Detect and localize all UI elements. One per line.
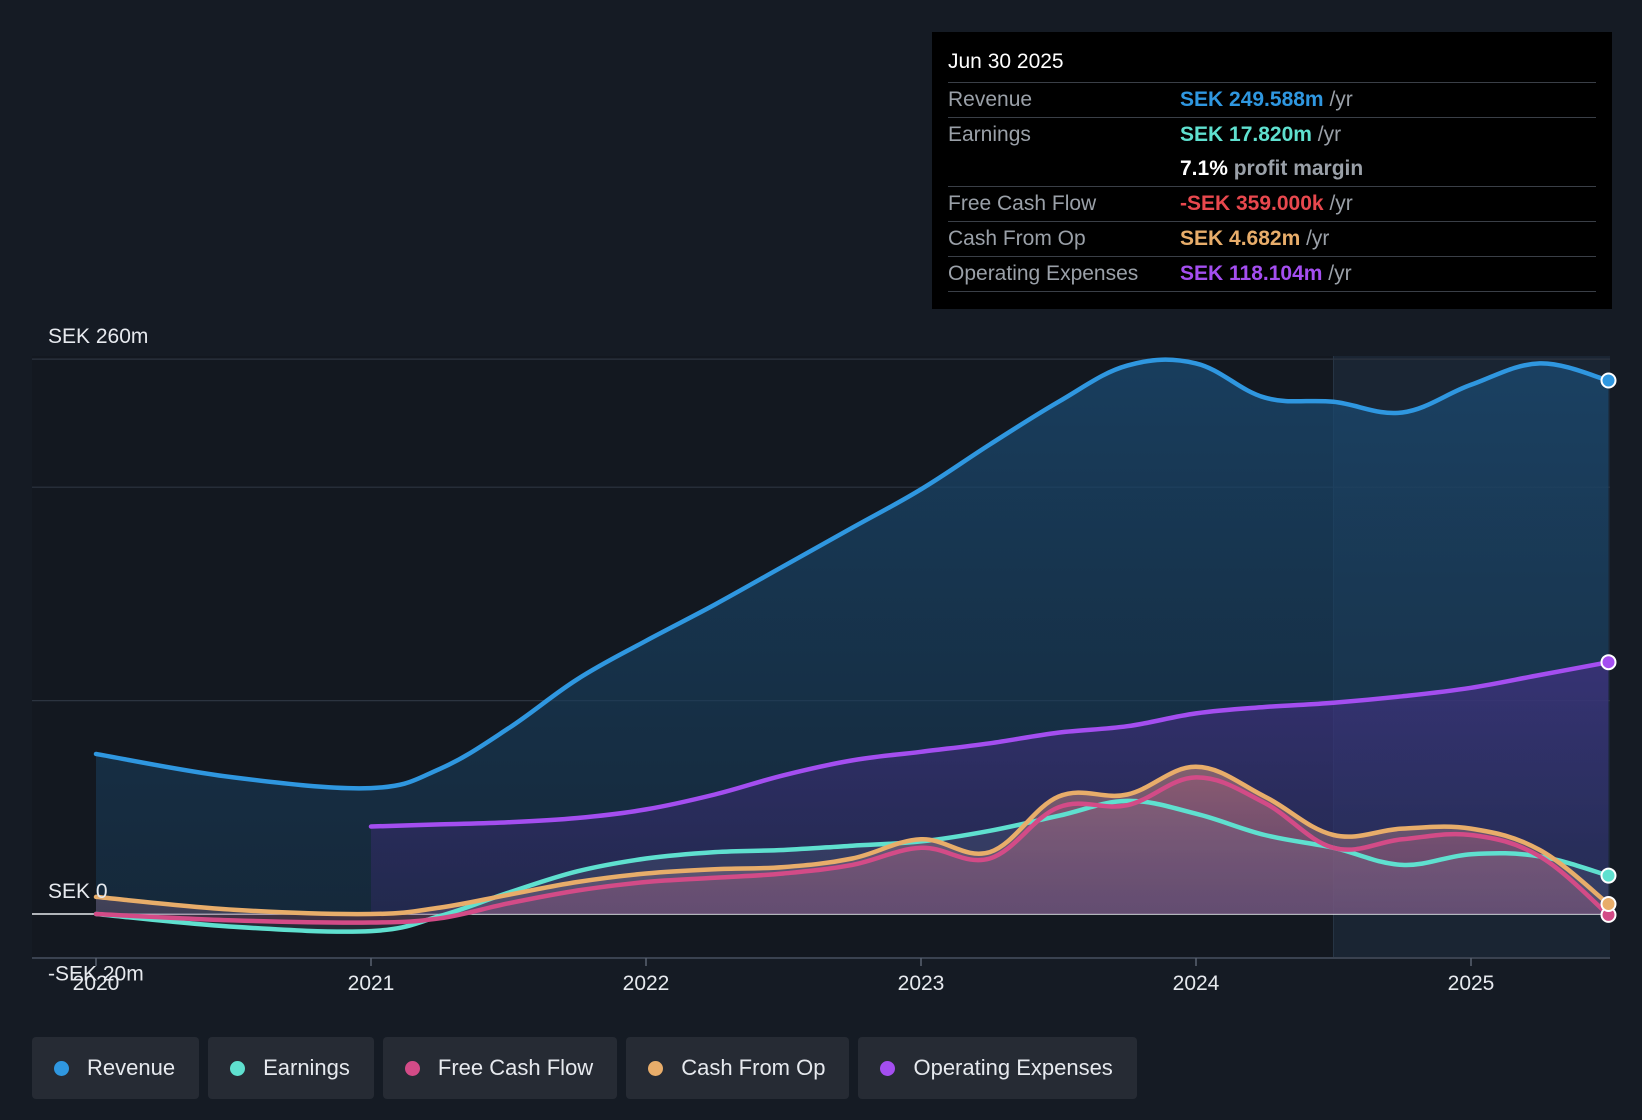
legend-item-earnings[interactable]: Earnings bbox=[208, 1037, 374, 1099]
tooltip-value: -SEK 359.000k bbox=[1180, 192, 1324, 215]
tooltip-value-line: SEK 17.820m /yr bbox=[1180, 118, 1363, 152]
tooltip-unit: /yr bbox=[1329, 192, 1353, 215]
tooltip-unit: /yr bbox=[1317, 123, 1342, 146]
end-marker-operating-expenses bbox=[1600, 654, 1617, 671]
tooltip-row-cash-from-op: Cash From Op SEK 4.682m /yr bbox=[948, 222, 1596, 257]
legend-label: Free Cash Flow bbox=[437, 1055, 594, 1080]
tooltip-label: Operating Expenses bbox=[948, 262, 1139, 285]
tooltip-value: SEK 249.588m bbox=[1180, 88, 1324, 111]
legend-label: Cash From Op bbox=[681, 1055, 826, 1080]
tooltip-row-earnings: Earnings SEK 17.820m /yr 7.1% profit mar… bbox=[948, 118, 1596, 187]
tooltip-value-wrap: SEK 118.104m /yr bbox=[1180, 262, 1352, 286]
area-cash-from-op bbox=[96, 766, 1609, 915]
legend-item-operating-expenses[interactable]: Operating Expenses bbox=[858, 1037, 1137, 1099]
profit-margin-value: 7.1% bbox=[1180, 157, 1228, 180]
area-free-cash-flow bbox=[96, 777, 1609, 923]
x-tick-label: 2024 bbox=[1173, 972, 1220, 995]
end-marker-earnings bbox=[1600, 867, 1617, 884]
tooltip-value-wrap: SEK 249.588m /yr bbox=[1180, 88, 1353, 112]
tooltip-row-operating-expenses: Operating Expenses SEK 118.104m /yr bbox=[948, 257, 1596, 292]
x-tick-label: 2022 bbox=[623, 972, 670, 995]
legend-dot-icon bbox=[648, 1060, 664, 1076]
legend-label: Revenue bbox=[87, 1055, 176, 1080]
tooltip-value-wrap: -SEK 359.000k /yr bbox=[1180, 192, 1353, 216]
x-tick-label: 2023 bbox=[898, 972, 945, 995]
tooltip-unit: /yr bbox=[1306, 227, 1330, 250]
legend: Revenue Earnings Free Cash Flow Cash Fro… bbox=[32, 1037, 1137, 1099]
tooltip-value: SEK 118.104m bbox=[1180, 262, 1323, 285]
y-tick-label: SEK 0 bbox=[48, 880, 108, 903]
y-tick-label: -SEK 20m bbox=[48, 963, 144, 986]
legend-item-revenue[interactable]: Revenue bbox=[32, 1037, 200, 1099]
legend-label: Earnings bbox=[263, 1055, 350, 1080]
tooltip-label: Earnings bbox=[948, 123, 1031, 146]
end-marker-cash-from-op bbox=[1600, 895, 1617, 912]
series-line-free-cash-flow bbox=[93, 775, 1611, 925]
legend-item-free-cash-flow[interactable]: Free Cash Flow bbox=[382, 1037, 618, 1099]
tooltip-unit: /yr bbox=[1329, 88, 1353, 111]
tooltip-value-wrap: SEK 4.682m /yr bbox=[1180, 227, 1329, 251]
series-lines bbox=[93, 357, 1611, 934]
tooltip-label: Free Cash Flow bbox=[948, 192, 1097, 215]
tooltip-row-revenue: Revenue SEK 249.588m /yr bbox=[948, 83, 1596, 118]
legend-label: Operating Expenses bbox=[913, 1055, 1113, 1080]
x-tick-label: 2025 bbox=[1448, 972, 1495, 995]
legend-dot-icon bbox=[880, 1060, 896, 1076]
y-axis: SEK 260m SEK 0 -SEK 20m bbox=[48, 325, 148, 986]
tooltip-value: SEK 17.820m bbox=[1180, 123, 1312, 146]
tooltip-unit: /yr bbox=[1328, 262, 1352, 285]
end-markers bbox=[1600, 372, 1617, 923]
end-marker-revenue bbox=[1600, 372, 1617, 389]
tooltip-label: Revenue bbox=[948, 88, 1033, 111]
x-axis: 2020 2021 2022 2023 2024 2025 bbox=[73, 958, 1495, 995]
legend-dot-icon bbox=[54, 1060, 69, 1076]
tooltip-value-wrap: SEK 17.820m /yr 7.1% profit margin bbox=[1180, 118, 1363, 186]
x-tick-label: 2021 bbox=[348, 972, 395, 995]
legend-dot-icon bbox=[404, 1060, 420, 1076]
tooltip-value: SEK 4.682m bbox=[1180, 227, 1301, 250]
tooltip-panel: Jun 30 2025 Revenue SEK 249.588m /yr Ear… bbox=[932, 32, 1612, 309]
tooltip-date: Jun 30 2025 bbox=[948, 46, 1596, 83]
legend-item-cash-from-op[interactable]: Cash From Op bbox=[626, 1037, 850, 1099]
profit-margin-text: profit margin bbox=[1233, 157, 1364, 180]
series-line-operating-expenses bbox=[368, 659, 1611, 829]
series-line-cash-from-op bbox=[93, 764, 1611, 917]
x-tick-label: 2020 bbox=[73, 972, 120, 995]
series-line-revenue bbox=[93, 357, 1611, 791]
tooltip-label: Cash From Op bbox=[948, 227, 1086, 250]
y-tick-label: SEK 260m bbox=[48, 325, 148, 348]
tooltip-row-free-cash-flow: Free Cash Flow -SEK 359.000k /yr bbox=[948, 187, 1596, 222]
legend-dot-icon bbox=[230, 1060, 246, 1076]
profit-margin-line: 7.1% profit margin bbox=[1180, 152, 1363, 186]
